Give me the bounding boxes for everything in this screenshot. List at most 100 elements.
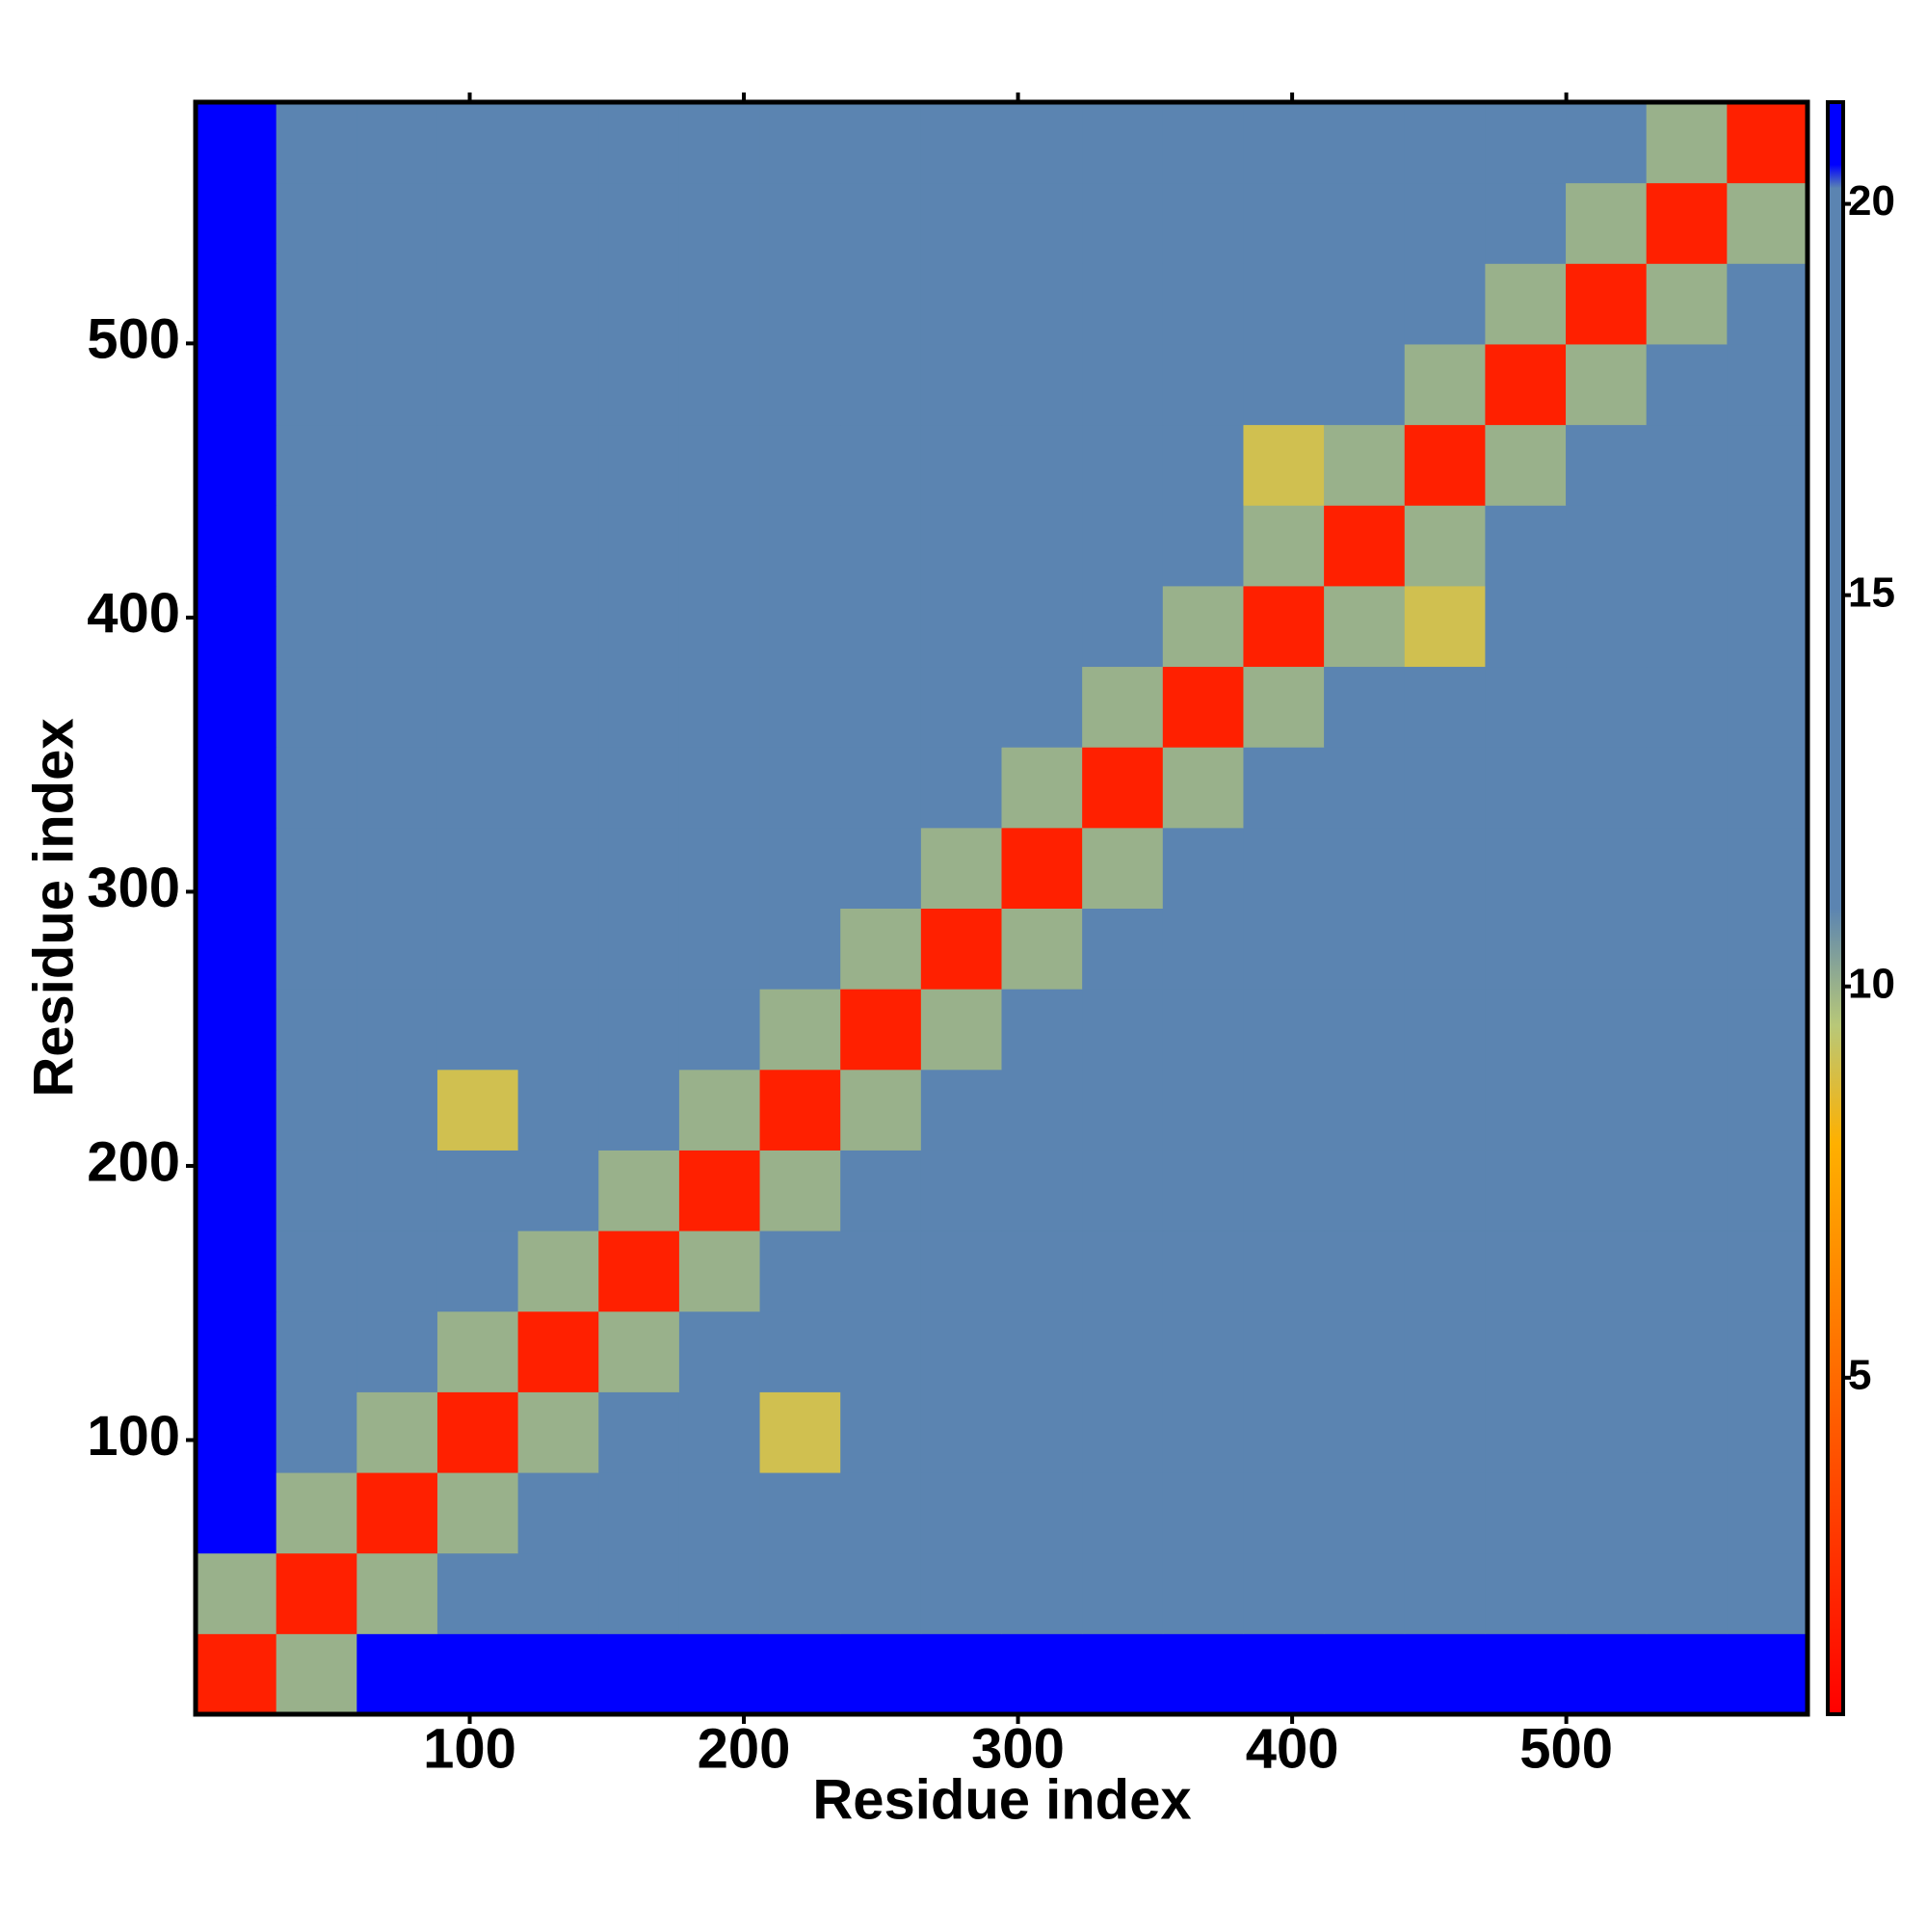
colorbar-tick-label: 15 [1848, 569, 1895, 616]
heatmap-cell [356, 1552, 438, 1634]
heatmap-cell [1243, 1069, 1325, 1151]
heatmap-cell [840, 1231, 922, 1312]
heatmap-cell [196, 424, 277, 506]
heatmap-cell [1646, 1472, 1728, 1554]
heatmap-cell [598, 505, 680, 587]
heatmap-cell [1162, 908, 1244, 990]
heatmap-cell [1485, 1552, 1567, 1634]
heatmap-cell [598, 424, 680, 506]
heatmap-cell [1485, 747, 1567, 829]
heatmap-cell [1243, 263, 1325, 345]
heatmap-cell [517, 343, 599, 426]
heatmap-cell [517, 1472, 599, 1554]
heatmap-cell [1727, 827, 1808, 909]
heatmap-cell [1566, 182, 1648, 264]
heatmap-cell [1727, 1391, 1808, 1473]
heatmap-cell [517, 1069, 599, 1151]
heatmap-cell [356, 263, 438, 345]
heatmap-cell [196, 1231, 277, 1312]
heatmap-cell [356, 827, 438, 909]
heatmap-cell [196, 102, 277, 184]
heatmap-cell [436, 424, 519, 506]
heatmap-cell [1243, 1633, 1325, 1715]
heatmap-cell [759, 908, 841, 990]
heatmap-cell [1646, 1391, 1728, 1473]
heatmap-cell [1485, 1633, 1567, 1715]
heatmap-cell [840, 827, 922, 909]
heatmap-cell [196, 585, 277, 668]
heatmap-cell [840, 1391, 922, 1473]
heatmap-cell [1727, 747, 1808, 829]
heatmap-cell [1727, 182, 1808, 264]
heatmap-cell [598, 747, 680, 829]
heatmap-cell [1404, 263, 1486, 345]
heatmap-cell [1162, 827, 1244, 909]
heatmap-cell [356, 102, 438, 184]
heatmap-cell [759, 505, 841, 587]
heatmap-cell [840, 1150, 922, 1231]
y-axis-title: Residue index [22, 718, 85, 1097]
heatmap-cell [276, 585, 357, 668]
heatmap-cell [1566, 908, 1648, 990]
heatmap-cell [1324, 343, 1406, 426]
heatmap-cell [276, 182, 357, 264]
heatmap-cell [1243, 343, 1325, 426]
heatmap-cell [436, 1391, 519, 1473]
heatmap-cell [1243, 989, 1325, 1071]
heatmap-cell [276, 1069, 357, 1151]
heatmap-cell [1162, 182, 1244, 264]
heatmap-cell [1324, 827, 1406, 909]
heatmap-cell [436, 908, 519, 990]
heatmap-cell [1243, 827, 1325, 909]
heatmap-cell [1404, 1069, 1486, 1151]
heatmap-cell [196, 1391, 277, 1473]
heatmap-cell [1485, 424, 1567, 506]
heatmap-cell [1485, 343, 1567, 426]
heatmap-cell [678, 1069, 761, 1151]
heatmap-cell [920, 666, 1002, 748]
heatmap-cell [1243, 747, 1325, 829]
heatmap-cell [678, 989, 761, 1071]
heatmap-cell [1082, 424, 1164, 506]
heatmap-cell [1404, 666, 1486, 748]
heatmap-cell [1566, 343, 1648, 426]
heatmap-cell [1082, 1069, 1164, 1151]
heatmap-cell [356, 1069, 438, 1151]
heatmap-cell [1646, 666, 1728, 748]
heatmap-cell [196, 1633, 277, 1715]
heatmap-cell [920, 827, 1002, 909]
heatmap-cell [1082, 747, 1164, 829]
y-tick-label: 400 [87, 582, 180, 645]
heatmap-cell [1485, 505, 1567, 587]
heatmap-cell [276, 505, 357, 587]
heatmap-cell [356, 747, 438, 829]
heatmap-cell [436, 747, 519, 829]
heatmap-cell [1324, 585, 1406, 668]
heatmap-cell [276, 1391, 357, 1473]
heatmap-cell [1082, 1552, 1164, 1634]
heatmap-cell [276, 666, 357, 748]
heatmap-cell [1727, 1150, 1808, 1231]
heatmap-cell [356, 1633, 438, 1715]
heatmap-cell [1001, 505, 1083, 587]
x-tick-label: 400 [1246, 1717, 1339, 1780]
heatmap-cell [1485, 1310, 1567, 1392]
heatmap-cell [517, 263, 599, 345]
heatmap-cell [1001, 827, 1083, 909]
heatmap-cell [759, 424, 841, 506]
heatmap-cell [1162, 1391, 1244, 1473]
colorbar [1826, 100, 1845, 1716]
heatmap-cell [276, 1150, 357, 1231]
heatmap-cell [598, 263, 680, 345]
heatmap-cell [759, 747, 841, 829]
heatmap-cell [598, 1633, 680, 1715]
heatmap-cell [1727, 1552, 1808, 1634]
heatmap-cell [1162, 424, 1244, 506]
heatmap-cell [1566, 827, 1648, 909]
heatmap-cell [1162, 1310, 1244, 1392]
heatmap-cell [1566, 1391, 1648, 1473]
heatmap-cell [678, 827, 761, 909]
heatmap-cell [1404, 182, 1486, 264]
heatmap-cell [1404, 585, 1486, 668]
